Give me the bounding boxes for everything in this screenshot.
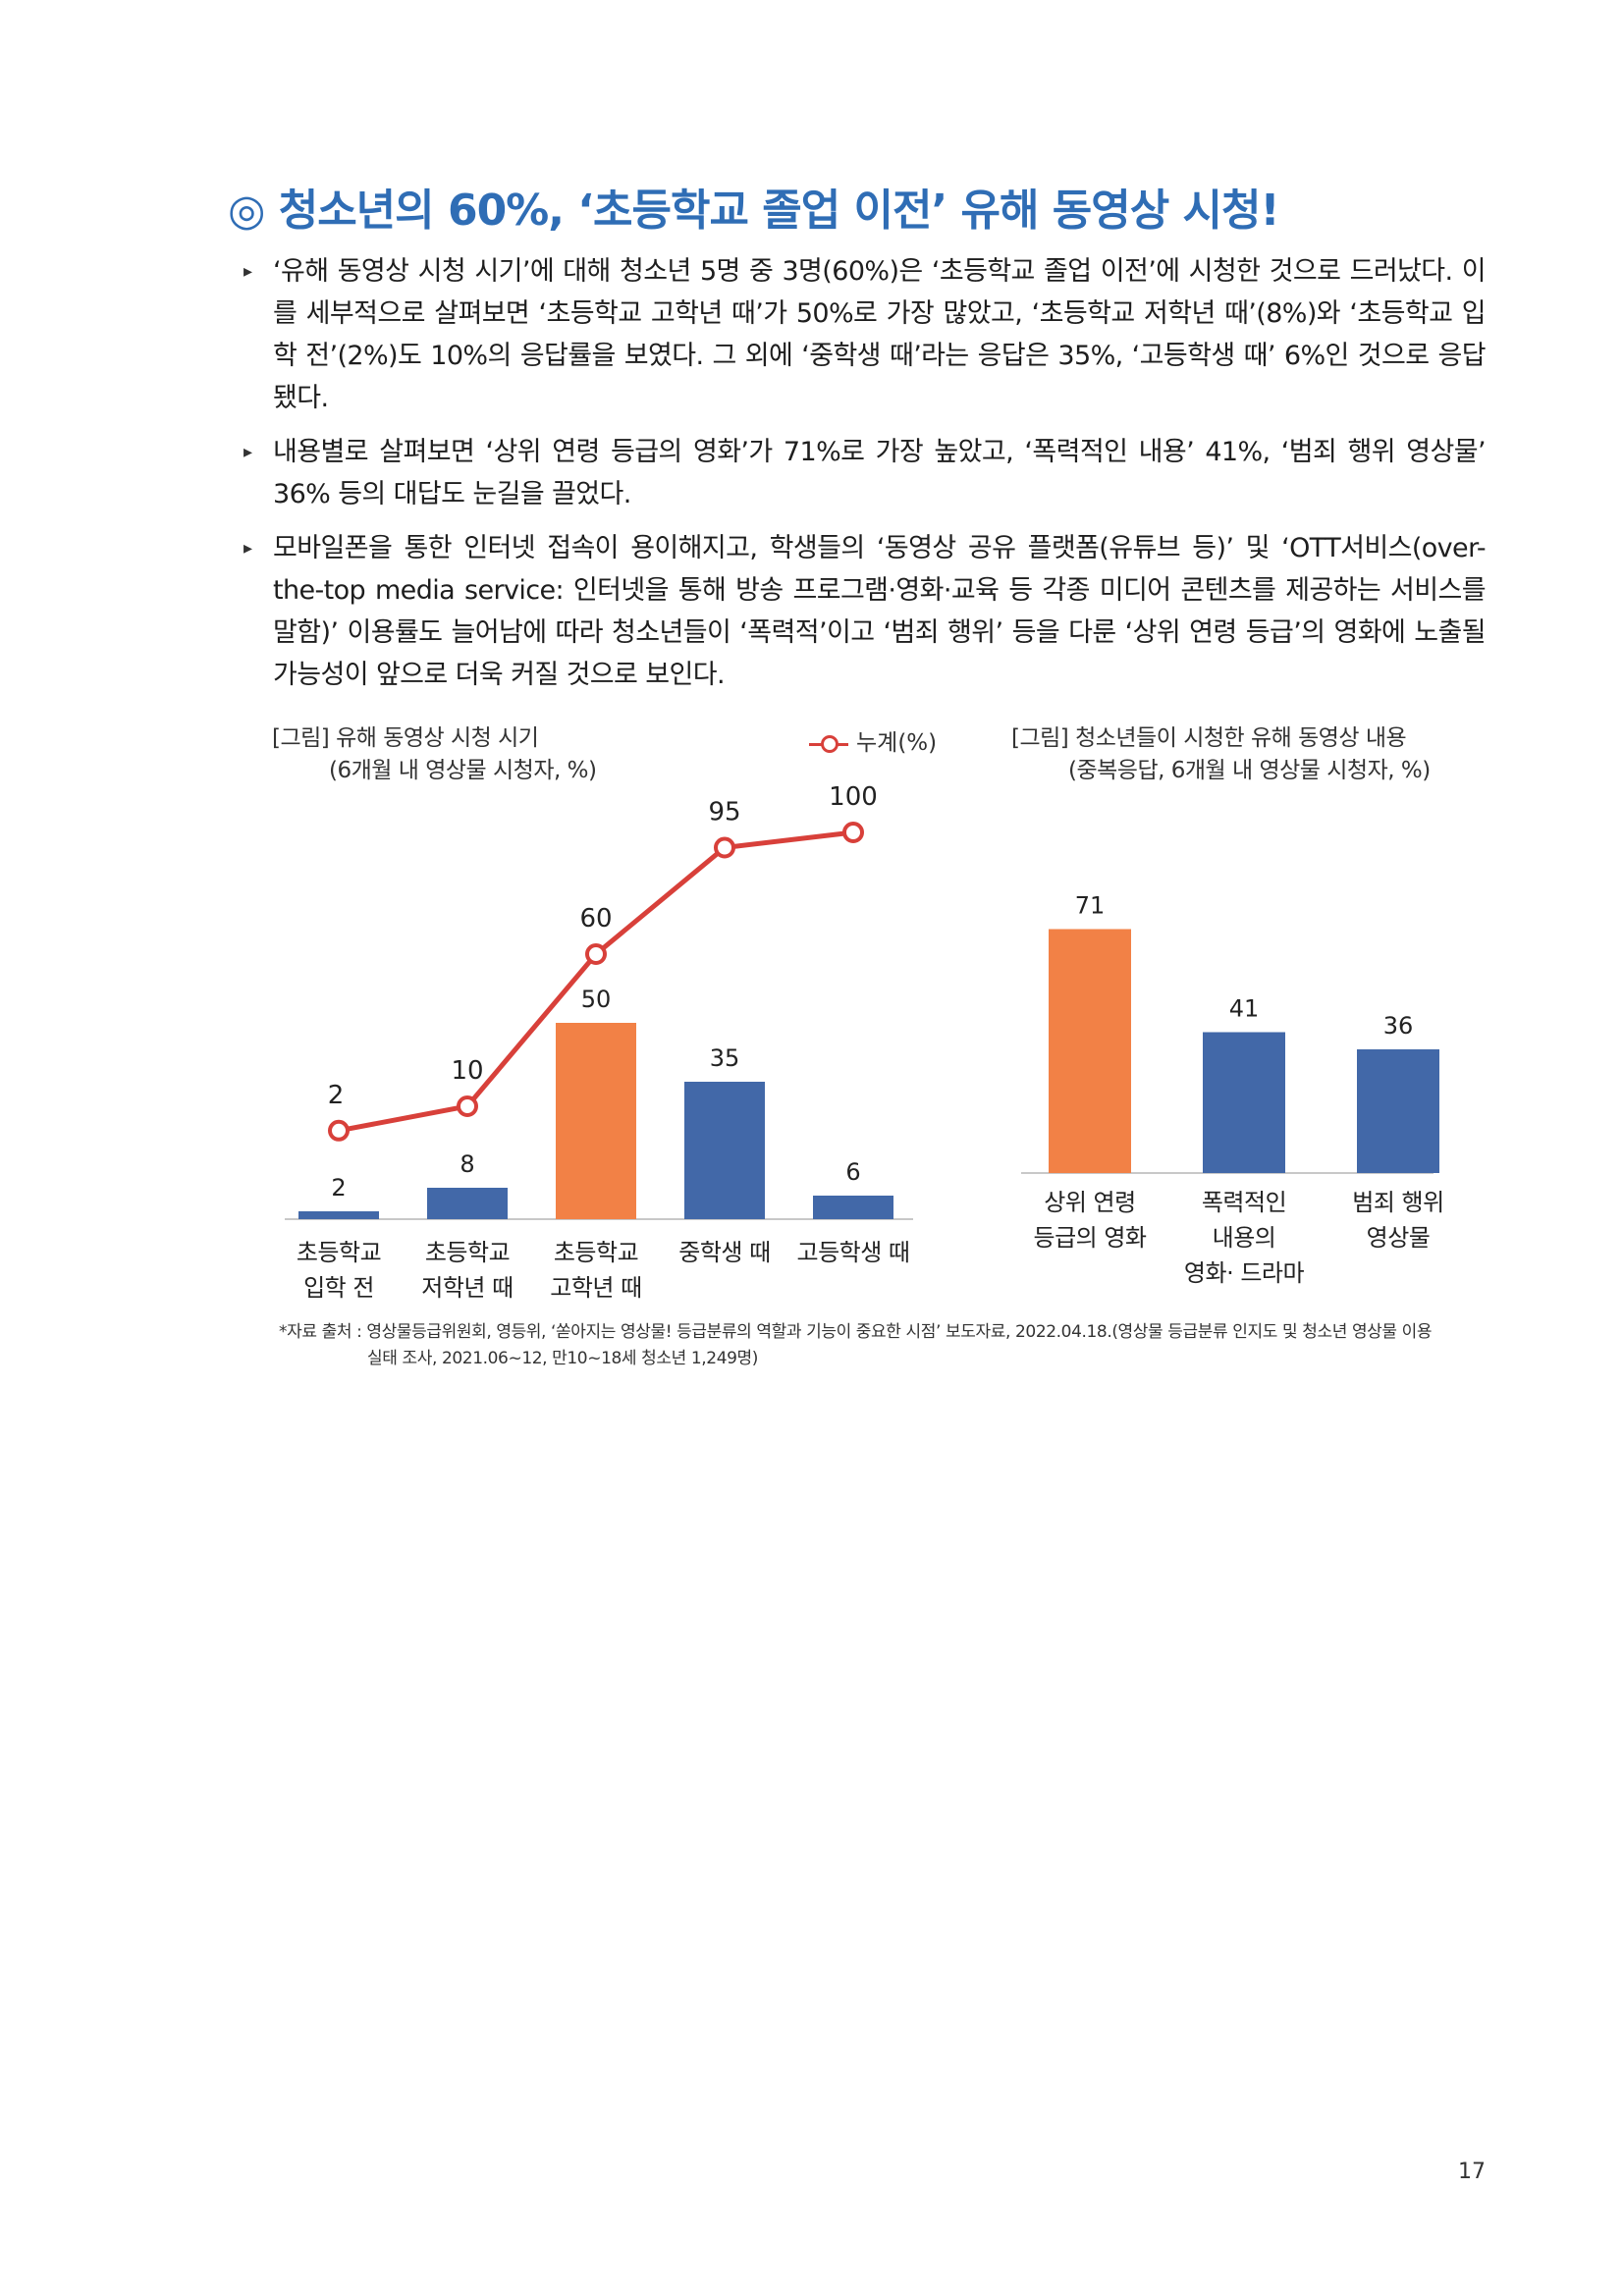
chart2-bar-value-label: 36 <box>1383 1012 1414 1040</box>
chart1-category-label: 초등학교 <box>425 1239 510 1266</box>
bullet-text: 내용별로 살펴보면 ‘상위 연령 등급의 영화’가 71%로 가장 높았고, ‘… <box>273 437 1487 509</box>
legend-label: 누계(%) <box>856 730 938 756</box>
source-note: *자료 출처 : 영상물등급위원회, 영등위, ‘쏟아지는 영상물! 등급분류의… <box>279 1319 1496 1372</box>
chart1-line-value-label: 10 <box>451 1056 483 1086</box>
chart2-bar <box>1049 929 1131 1173</box>
legend-line-marker-icon <box>807 734 850 754</box>
chart1-line-value-label: 2 <box>328 1081 345 1110</box>
chart1-bar-value-label: 8 <box>460 1150 474 1178</box>
chart2-category-label: 등급의 영화 <box>1033 1224 1146 1252</box>
chart1-category-label: 저학년 때 <box>421 1274 513 1302</box>
chart1-legend: 누계(%) <box>807 723 937 757</box>
chart1-bar <box>813 1196 893 1219</box>
chart1-line-point <box>457 1095 478 1117</box>
chart1-subtitle: (6개월 내 영상물 시청자, %) <box>329 758 597 783</box>
chart1-line-point <box>328 1119 350 1142</box>
chart1-bar-value-label: 6 <box>845 1158 860 1186</box>
source-line: *자료 출처 : 영상물등급위원회, 영등위, ‘쏟아지는 영상물! 등급분류의… <box>279 1322 1433 1342</box>
chart1-bar <box>556 1023 636 1219</box>
chart1-line-point <box>585 943 607 965</box>
section-heading: ◎ 청소년의 60%, ‘초등학교 졸업 이전’ 유해 동영상 시청! <box>228 186 1280 236</box>
chart1-category-label: 초등학교 <box>297 1239 381 1266</box>
chart2-category-label: 영화· 드라마 <box>1184 1259 1305 1287</box>
chart1-line-value-label: 95 <box>708 798 740 828</box>
chart2-category-label: 범죄 행위 <box>1352 1189 1443 1216</box>
chart1-title: [그림] 유해 동영상 시청 시기 <box>272 725 539 751</box>
chart1-bar-value-label: 2 <box>331 1174 346 1201</box>
chart1-bar <box>298 1211 379 1219</box>
chart1-line-point <box>714 836 735 859</box>
chart2-category-label: 영상물 <box>1367 1224 1431 1252</box>
chart1-category-label: 중학생 때 <box>678 1239 770 1266</box>
chart2-bar <box>1357 1049 1439 1173</box>
chart2-subtitle: (중복응답, 6개월 내 영상물 시청자, %) <box>1068 758 1431 783</box>
chart1-bar <box>684 1082 765 1219</box>
chart2-title: [그림] 청소년들이 시청한 유해 동영상 내용 <box>1011 725 1407 751</box>
chart1-category-label: 초등학교 <box>554 1239 638 1266</box>
chart1-bar <box>427 1188 508 1219</box>
bullet-item: ▸ 모바일폰을 통한 인터넷 접속이 용이해지고, 학생들의 ‘동영상 공유 플랫… <box>243 527 1487 696</box>
chart1-category-label: 입학 전 <box>303 1274 374 1302</box>
chart1-line-point <box>842 822 864 843</box>
chart1-line-value-label: 100 <box>829 782 878 812</box>
triangle-bullet-icon: ▸ <box>243 538 252 559</box>
chart2-category-label: 내용의 <box>1213 1224 1276 1252</box>
bullet-item: ▸ ‘유해 동영상 시청 시기’에 대해 청소년 5명 중 3명(60%)은 ‘초… <box>243 250 1487 419</box>
bullet-text: 모바일폰을 통한 인터넷 접속이 용이해지고, 학생들의 ‘동영상 공유 플랫폼… <box>273 533 1487 690</box>
chart2-category-label: 폭력적인 <box>1202 1189 1286 1216</box>
chart1-line-value-label: 60 <box>579 904 612 934</box>
bullet-text: ‘유해 동영상 시청 시기’에 대해 청소년 5명 중 3명(60%)은 ‘초등… <box>273 256 1487 413</box>
chart2-bar-value-label: 41 <box>1229 995 1260 1023</box>
bullet-list: ▸ ‘유해 동영상 시청 시기’에 대해 청소년 5명 중 3명(60%)은 ‘초… <box>243 250 1487 708</box>
chart2-category-label: 상위 연령 <box>1044 1189 1135 1216</box>
chart1-category-label: 고학년 때 <box>550 1274 641 1302</box>
chart2-bar-value-label: 71 <box>1075 892 1106 920</box>
source-line: 실태 조사, 2021.06~12, 만10~18세 청소년 1,249명) <box>367 1349 759 1368</box>
chart2-bar <box>1203 1032 1285 1173</box>
triangle-bullet-icon: ▸ <box>243 261 252 282</box>
page-number: 17 <box>1458 2160 1486 2184</box>
chart1-bar-value-label: 50 <box>581 986 612 1013</box>
chart1-bar-value-label: 35 <box>710 1044 740 1072</box>
triangle-bullet-icon: ▸ <box>243 442 252 462</box>
bullet-item: ▸ 내용별로 살펴보면 ‘상위 연령 등급의 영화’가 71%로 가장 높았고, … <box>243 431 1487 515</box>
chart1-category-label: 고등학생 때 <box>796 1239 909 1266</box>
